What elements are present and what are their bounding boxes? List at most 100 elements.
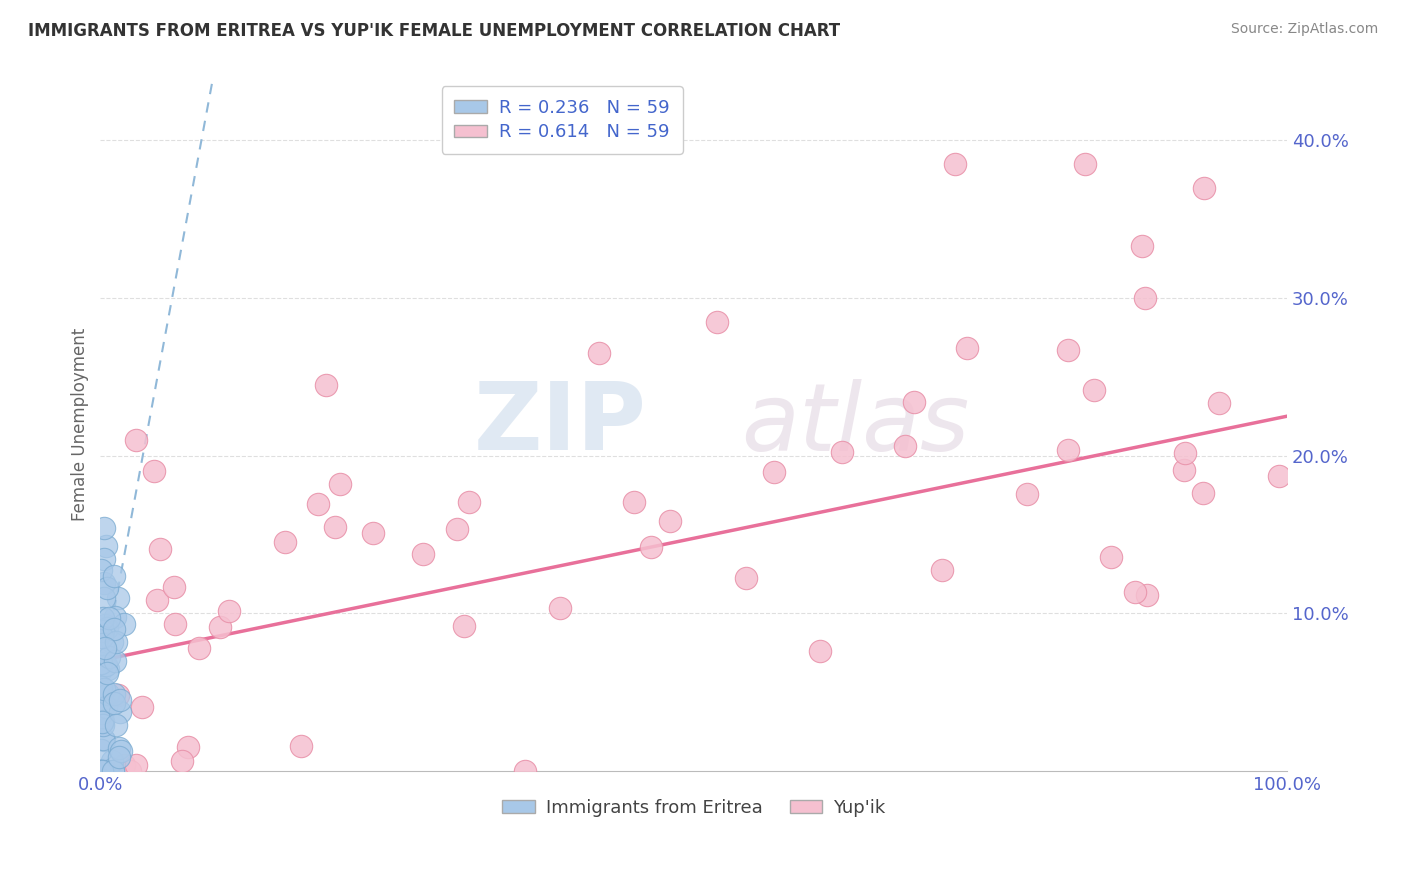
Point xyxy=(1099,550,1122,565)
Legend: Immigrants from Eritrea, Yup'ik: Immigrants from Eritrea, Yup'ik xyxy=(495,791,893,824)
Point xyxy=(105,718,128,732)
Point xyxy=(1267,468,1289,483)
Point xyxy=(1174,446,1197,460)
Point xyxy=(1136,588,1159,602)
Point xyxy=(187,641,209,656)
Point xyxy=(96,662,118,676)
Point xyxy=(90,743,112,757)
Text: Source: ZipAtlas.com: Source: ZipAtlas.com xyxy=(1230,22,1378,37)
Point xyxy=(103,609,125,624)
Point xyxy=(90,563,112,577)
Point xyxy=(328,476,350,491)
Point xyxy=(894,439,917,453)
Point xyxy=(131,699,153,714)
Point xyxy=(315,377,337,392)
Point xyxy=(659,514,682,528)
Point xyxy=(93,521,115,535)
Point xyxy=(112,758,135,772)
Point xyxy=(90,764,112,778)
Point xyxy=(93,624,115,638)
Point xyxy=(91,763,114,777)
Point xyxy=(89,764,111,778)
Point xyxy=(103,569,125,583)
Point xyxy=(110,744,132,758)
Point xyxy=(94,641,117,656)
Point xyxy=(142,464,165,478)
Point xyxy=(125,433,148,447)
Point xyxy=(325,520,347,534)
Point xyxy=(108,740,131,755)
Point xyxy=(91,732,114,747)
Point xyxy=(177,739,200,754)
Point xyxy=(91,714,114,729)
Point xyxy=(307,497,329,511)
Point xyxy=(93,682,115,697)
Point xyxy=(457,495,479,509)
Point xyxy=(956,341,979,355)
Point xyxy=(1057,343,1080,357)
Point xyxy=(91,630,114,644)
Point xyxy=(1015,487,1038,501)
Point xyxy=(98,650,121,665)
Point xyxy=(93,618,115,632)
Point xyxy=(101,764,124,778)
Point xyxy=(734,571,756,585)
Point xyxy=(93,551,115,566)
Point xyxy=(90,684,112,698)
Point xyxy=(218,603,240,617)
Point xyxy=(107,688,129,702)
Point xyxy=(361,526,384,541)
Point xyxy=(93,764,115,778)
Point xyxy=(97,688,120,702)
Point xyxy=(110,705,132,719)
Point xyxy=(93,591,115,605)
Point xyxy=(103,696,125,710)
Text: IMMIGRANTS FROM ERITREA VS YUP'IK FEMALE UNEMPLOYMENT CORRELATION CHART: IMMIGRANTS FROM ERITREA VS YUP'IK FEMALE… xyxy=(28,22,841,40)
Point xyxy=(100,635,122,649)
Point xyxy=(1133,291,1156,305)
Text: atlas: atlas xyxy=(741,378,969,469)
Point xyxy=(453,619,475,633)
Point xyxy=(623,495,645,509)
Point xyxy=(90,664,112,678)
Point xyxy=(97,611,120,625)
Point xyxy=(146,593,169,607)
Point xyxy=(1083,383,1105,397)
Point xyxy=(1173,463,1195,477)
Point xyxy=(163,580,186,594)
Point xyxy=(104,654,127,668)
Point xyxy=(90,706,112,721)
Point xyxy=(103,687,125,701)
Point xyxy=(93,637,115,651)
Point xyxy=(91,717,114,731)
Point xyxy=(943,157,966,171)
Point xyxy=(90,680,112,694)
Text: ZIP: ZIP xyxy=(474,378,647,470)
Point xyxy=(125,758,148,772)
Point xyxy=(100,754,122,768)
Point xyxy=(91,714,114,728)
Point xyxy=(515,764,537,778)
Point xyxy=(640,540,662,554)
Point xyxy=(96,665,118,680)
Point xyxy=(274,535,297,549)
Point xyxy=(706,315,728,329)
Point xyxy=(107,591,129,605)
Point xyxy=(763,465,786,479)
Point xyxy=(90,656,112,670)
Point xyxy=(1123,585,1146,599)
Point xyxy=(96,581,118,595)
Point xyxy=(808,644,831,658)
Point xyxy=(931,562,953,576)
Point xyxy=(149,542,172,557)
Y-axis label: Female Unemployment: Female Unemployment xyxy=(72,327,89,521)
Point xyxy=(105,635,128,649)
Point xyxy=(1057,442,1080,457)
Point xyxy=(1192,486,1215,500)
Point xyxy=(209,620,232,634)
Point xyxy=(101,764,124,778)
Point xyxy=(91,764,114,778)
Point xyxy=(96,621,118,635)
Point xyxy=(94,539,117,553)
Point xyxy=(903,395,925,409)
